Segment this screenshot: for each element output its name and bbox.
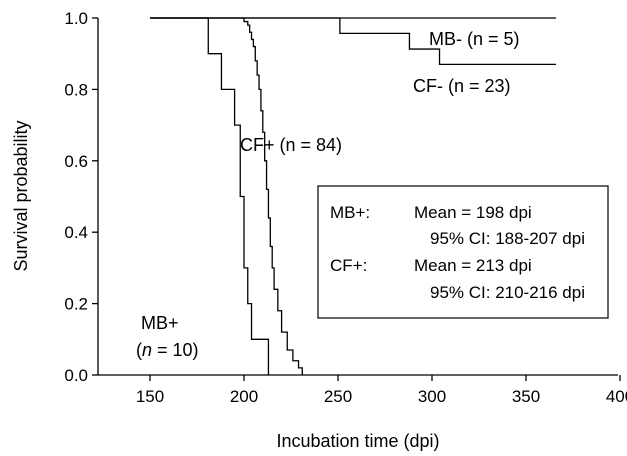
x-tick-label: 300 (418, 387, 446, 406)
stats-cf-label: CF+: (330, 256, 367, 275)
series-line-cf-plus (150, 17, 303, 375)
series-label-mb-plus-n: (n = 10) (136, 340, 199, 360)
series-label-mb-plus: MB+ (141, 313, 179, 333)
x-tick-label: 350 (512, 387, 540, 406)
series-label-cf-plus: CF+ (n = 84) (240, 135, 342, 155)
stats-box-frame (317, 185, 609, 319)
y-axis-label: Survival probability (11, 120, 31, 271)
stats-cf-ci: 95% CI: 210-216 dpi (430, 283, 585, 302)
y-tick-label: 0.4 (64, 223, 88, 242)
stats-mb-ci: 95% CI: 188-207 dpi (430, 229, 585, 248)
x-tick-label: 250 (324, 387, 352, 406)
series-label-mb-minus: MB- (n = 5) (429, 29, 520, 49)
x-axis-label: Incubation time (dpi) (276, 431, 439, 451)
stats-mb-mean: Mean = 198 dpi (414, 203, 532, 222)
x-tick-label: 150 (136, 387, 164, 406)
series-line-cf-minus (150, 17, 557, 66)
y-tick-label: 0.0 (64, 366, 88, 385)
x-tick-label: 200 (230, 387, 258, 406)
y-tick-label: 0.2 (64, 295, 88, 314)
series-label-cf-minus: CF- (n = 23) (413, 76, 511, 96)
stats-cf-mean: Mean = 213 dpi (414, 256, 532, 275)
stats-mb-label: MB+: (330, 203, 370, 222)
y-tick-label: 0.6 (64, 152, 88, 171)
y-tick-label: 0.8 (64, 80, 88, 99)
series-line-mb-plus (150, 17, 270, 375)
y-tick-label: 1.0 (64, 9, 88, 28)
series-layer (150, 17, 557, 375)
x-tick-label: 400 (606, 387, 627, 406)
stats-legend-box: MB+: Mean = 198 dpi 95% CI: 188-207 dpi … (317, 185, 609, 319)
x-tick-group: 150 200 250 300 350 400 (136, 375, 627, 406)
y-tick-group: 0.0 0.2 0.4 0.6 0.8 1.0 (64, 9, 98, 385)
